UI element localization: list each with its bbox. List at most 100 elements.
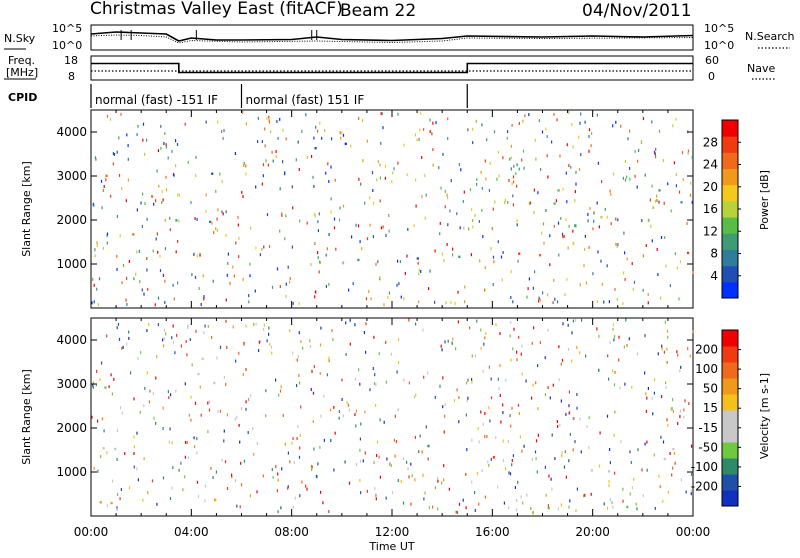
noise-cell [281, 214, 283, 217]
noise-cell [225, 234, 227, 237]
noise-cell [137, 357, 139, 361]
noise-cell [647, 301, 649, 305]
colorbar-tick-label: -200 [691, 479, 718, 493]
noise-cell [378, 455, 380, 459]
noise-cell [557, 221, 560, 225]
xtick-label: 12:00 [375, 525, 410, 539]
noise-cell [463, 226, 465, 230]
noise-cell [500, 255, 503, 259]
noise-cell [248, 300, 250, 304]
echo-cell [539, 254, 542, 257]
noise-cell [492, 207, 494, 211]
noise-cell [144, 152, 146, 156]
noise-cell [535, 381, 537, 385]
noise-cell [298, 374, 300, 378]
noise-cell [136, 431, 138, 435]
noise-cell [225, 210, 227, 214]
noise-cell [471, 380, 473, 384]
noise-cell [557, 424, 559, 428]
noise-cell [109, 117, 112, 121]
noise-cell [184, 455, 186, 459]
noise-cell [588, 246, 590, 249]
noise-cell [133, 445, 135, 449]
noise-cell [311, 465, 313, 469]
noise-cell [658, 474, 660, 478]
noise-cell [196, 451, 198, 455]
noise-cell [542, 222, 545, 226]
noise-cell [210, 467, 212, 470]
noise-cell [182, 488, 184, 492]
xtick-label: 08:00 [274, 525, 309, 539]
colorbar-swatch [722, 426, 738, 443]
noise-cell [300, 405, 302, 409]
noise-cell [501, 278, 503, 282]
noise-cell [319, 121, 321, 125]
noise-cell [479, 259, 481, 263]
noise-cell [260, 340, 262, 344]
noise-cell [419, 128, 421, 132]
noise-cell [348, 288, 350, 292]
noise-cell [168, 396, 170, 400]
noise-cell [229, 281, 231, 285]
noise-cell [142, 122, 145, 126]
noise-cell [488, 463, 490, 467]
noise-cell [612, 172, 615, 176]
noise-cell [661, 347, 663, 351]
noise-cell [366, 489, 368, 493]
noise-cell [285, 137, 287, 141]
noise-cell [216, 228, 218, 232]
noise-cell [285, 294, 287, 298]
colorbar-swatch [722, 346, 738, 363]
noise-cell [275, 378, 277, 382]
noise-cell [175, 139, 177, 143]
noise-cell [193, 252, 195, 256]
noise-cell [666, 360, 668, 364]
noise-cell [194, 217, 196, 221]
noise-cell [579, 417, 581, 421]
noise-cell [379, 163, 381, 167]
noise-cell [359, 437, 361, 441]
velocity-ytick-label: 4000 [56, 333, 87, 347]
noise-cell [439, 232, 441, 236]
noise-cell [558, 253, 560, 257]
noise-cell [116, 429, 118, 433]
noise-cell [141, 288, 143, 292]
noise-cell [155, 237, 157, 241]
noise-cell [437, 476, 439, 480]
noise-cell [375, 497, 377, 501]
noise-cell [194, 445, 196, 449]
noise-cell [645, 409, 647, 413]
noise-cell [443, 430, 445, 434]
noise-cell [480, 328, 482, 332]
noise-cell [110, 194, 112, 198]
noise-cell [195, 329, 197, 333]
noise-cell [446, 243, 448, 246]
noise-cell [572, 448, 574, 452]
noise-cell [152, 249, 154, 253]
noise-cell [241, 190, 243, 194]
noise-cell [666, 347, 668, 351]
noise-cell [615, 217, 617, 221]
noise-cell [424, 491, 426, 495]
time-xlabel: Time UT [368, 540, 414, 553]
noise-cell [566, 200, 568, 204]
noise-cell [396, 370, 398, 374]
noise-cell [579, 283, 581, 287]
noise-cell [415, 393, 417, 397]
noise-cell [551, 433, 553, 437]
echo-cell [626, 505, 629, 509]
noise-cell [358, 368, 360, 372]
noise-cell [375, 493, 377, 497]
noise-cell [156, 232, 158, 236]
echo-cell [132, 233, 135, 236]
noise-cell [144, 202, 146, 205]
noise-cell [655, 147, 657, 151]
xtick-label: 16:00 [475, 525, 510, 539]
noise-cell [380, 112, 382, 116]
noise-cell [388, 229, 390, 233]
noise-cell [665, 264, 667, 268]
noise-cell [642, 117, 645, 121]
noise-cell [510, 144, 512, 148]
noise-cell [667, 182, 669, 186]
noise-cell [317, 129, 319, 133]
